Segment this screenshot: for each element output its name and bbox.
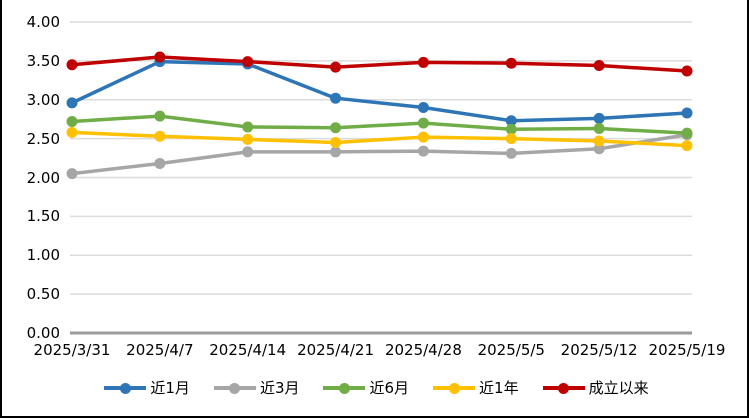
data-point-marker (330, 137, 342, 149)
data-point-marker (66, 168, 78, 180)
y-axis-tick-label: 0.50 (26, 285, 60, 304)
data-point-marker (505, 133, 517, 145)
data-point-marker (593, 123, 605, 135)
data-point-marker (330, 146, 342, 158)
data-point-marker (66, 97, 78, 109)
x-axis-tick-label: 2025/4/14 (209, 341, 287, 359)
data-point-marker (681, 65, 693, 77)
legend-line-marker-icon (323, 382, 366, 394)
data-point-marker (681, 107, 693, 119)
legend-item-3: 近1年 (433, 380, 519, 396)
x-axis-labels: 2025/3/31 2025/4/7 2025/4/14 2025/4/21 2025/… (2, 341, 747, 361)
legend-label: 成立以来 (588, 379, 649, 397)
data-point-marker (417, 145, 429, 157)
legend-item-0: 近1月 (104, 380, 190, 396)
data-point-marker (154, 51, 166, 63)
x-axis-tick-label: 2025/5/12 (560, 341, 638, 359)
legend-label: 近1年 (479, 379, 519, 397)
data-point-marker (681, 140, 693, 152)
y-axis-tick-label: 2.00 (26, 168, 60, 187)
data-point-marker (154, 130, 166, 142)
legend-label: 近1月 (150, 379, 190, 397)
legend-dot (558, 382, 570, 394)
data-point-marker (417, 117, 429, 129)
x-axis-tick-label: 2025/4/21 (297, 341, 375, 359)
data-point-marker (154, 110, 166, 122)
legend-item-4: 成立以来 (542, 379, 649, 397)
data-point-marker (66, 59, 78, 71)
series-line-1 (71, 133, 688, 176)
legend-dot (119, 382, 131, 394)
data-point-marker (154, 158, 166, 170)
x-axis-tick-label: 2025/3/31 (33, 341, 111, 359)
legend-line-marker-icon (213, 382, 256, 394)
data-point-marker (330, 61, 342, 73)
chart-legend: 近1月 近3月 近6月 近1年 成立以来 (2, 377, 747, 399)
x-axis-tick-label: 2025/5/19 (648, 341, 726, 359)
y-axis-tick-label: 1.00 (26, 246, 60, 265)
legend-item-1: 近3月 (213, 379, 300, 397)
data-point-marker (66, 116, 78, 128)
y-axis-tick-label: 2.50 (26, 129, 60, 148)
legend-dot (229, 382, 241, 394)
data-point-marker (505, 115, 517, 127)
data-point-marker (681, 127, 693, 139)
data-point-marker (417, 131, 429, 143)
y-axis-tick-label: 1.50 (26, 207, 60, 226)
legend-label: 近3月 (259, 379, 300, 397)
legend-line-marker-icon (433, 382, 476, 394)
data-point-marker (593, 112, 605, 124)
data-point-marker (330, 122, 342, 134)
data-point-marker (242, 146, 254, 158)
data-point-marker (242, 56, 254, 68)
data-point-marker (505, 57, 517, 69)
series-line-3 (71, 130, 688, 148)
legend-line-marker-icon (542, 382, 585, 394)
data-point-marker (66, 126, 78, 138)
x-axis-tick-label: 2025/4/28 (384, 341, 462, 359)
data-point-marker (593, 143, 605, 155)
data-point-marker (417, 102, 429, 114)
series-line-2 (71, 114, 688, 135)
data-point-marker (242, 121, 254, 133)
legend-dot (338, 382, 350, 394)
y-axis-tick-label: 3.00 (26, 90, 60, 109)
data-point-marker (330, 92, 342, 104)
legend-dot (448, 382, 460, 394)
y-axis-tick-label: 3.50 (26, 51, 60, 70)
x-axis-tick-label: 2025/5/5 (477, 341, 545, 359)
y-axis-tick-label: 0.00 (26, 324, 60, 342)
data-point-marker (242, 133, 254, 145)
data-point-marker (593, 60, 605, 72)
y-axis-tick-label: 4.00 (26, 13, 60, 31)
series-line-0 (71, 59, 688, 123)
data-point-marker (505, 147, 517, 159)
x-axis-tick-label: 2025/4/7 (126, 341, 194, 359)
data-point-marker (417, 56, 429, 68)
data-point-marker (505, 123, 517, 135)
legend-item-2: 近6月 (323, 380, 409, 396)
data-point-marker (593, 135, 605, 147)
legend-line-marker-icon (104, 382, 147, 394)
series-line-4 (71, 55, 688, 73)
legend-label: 近6月 (369, 379, 410, 397)
